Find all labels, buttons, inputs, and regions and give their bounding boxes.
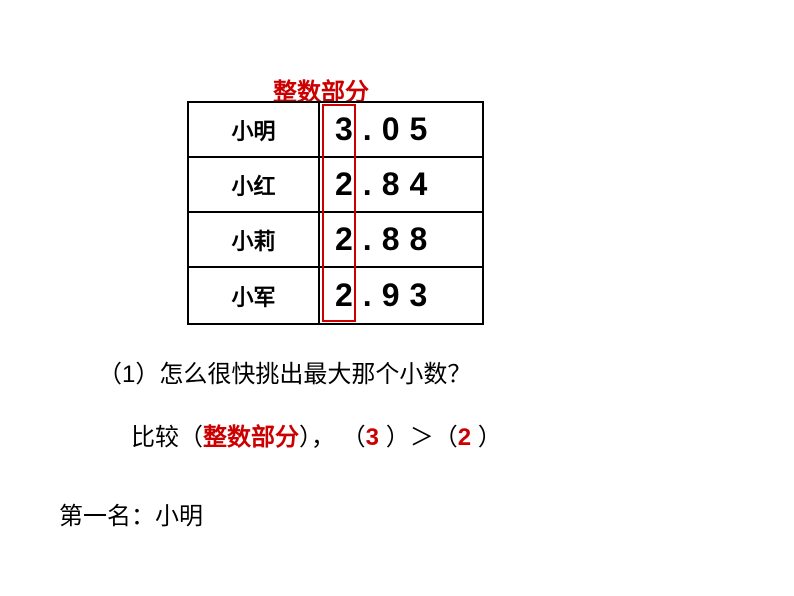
table-row: 小明 3.05 bbox=[189, 103, 482, 158]
table-row: 小莉 2.88 bbox=[189, 213, 482, 268]
compare-fill-1: 整数部分 bbox=[203, 424, 299, 451]
value-cell: 2.88 bbox=[320, 213, 482, 266]
compare-mid1: ）， （ bbox=[299, 424, 366, 451]
table-row: 小红 2.84 bbox=[189, 158, 482, 213]
name-cell: 小明 bbox=[189, 103, 320, 156]
value-cell: 2.93 bbox=[320, 268, 482, 323]
compare-fill-3: 2 bbox=[458, 424, 471, 451]
name-cell: 小军 bbox=[189, 268, 320, 323]
compare-prefix: 比较（ bbox=[131, 424, 203, 451]
compare-suffix: ） bbox=[471, 424, 502, 451]
result-text: 第一名：小明 bbox=[59, 496, 203, 531]
compare-line: 比较（整数部分）， （3 ）＞（2 ） bbox=[131, 417, 502, 452]
table-row: 小军 2.93 bbox=[189, 268, 482, 323]
name-cell: 小莉 bbox=[189, 213, 320, 266]
value-cell: 3.05 bbox=[320, 103, 482, 156]
data-table: 小明 3.05 小红 2.84 小莉 2.88 小军 2.93 bbox=[187, 101, 484, 325]
value-cell: 2.84 bbox=[320, 158, 482, 211]
question-text: （1）怎么很快挑出最大那个小数？ bbox=[98, 354, 471, 389]
compare-mid2: ）＞（ bbox=[379, 424, 458, 451]
name-cell: 小红 bbox=[189, 158, 320, 211]
compare-fill-2: 3 bbox=[366, 424, 379, 451]
